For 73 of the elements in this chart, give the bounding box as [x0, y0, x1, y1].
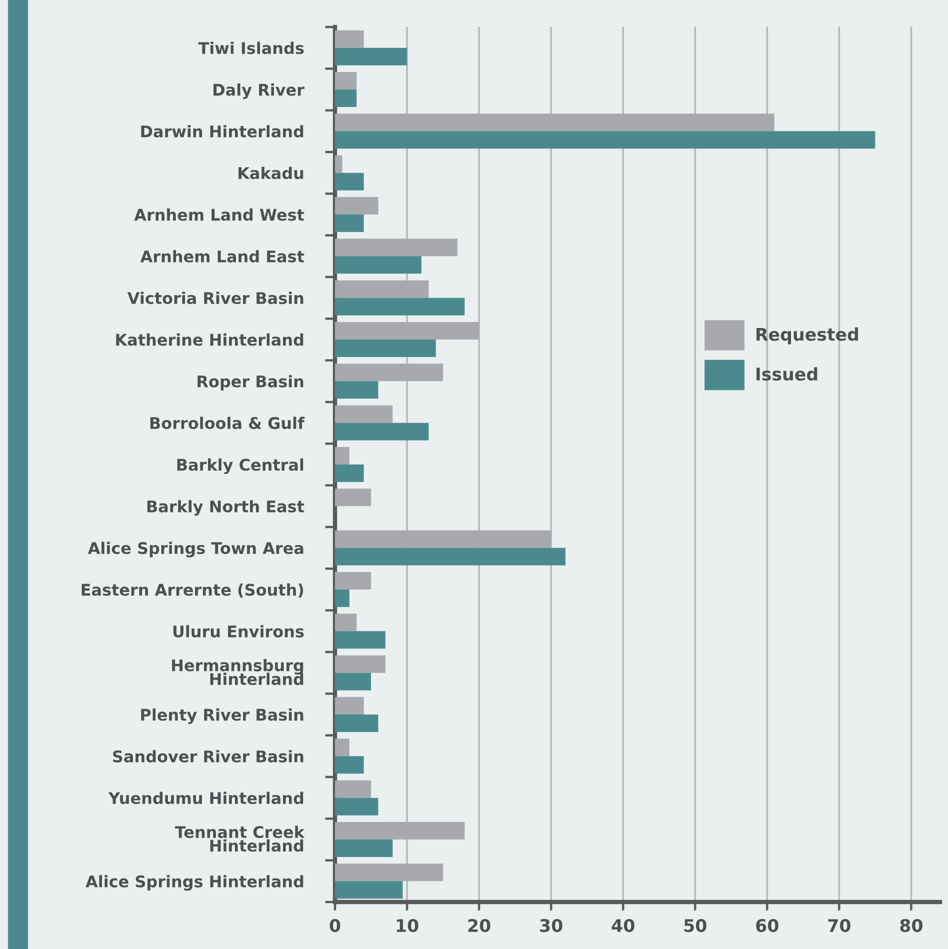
bar: [335, 780, 372, 798]
x-tick-label: 80: [900, 918, 922, 932]
bar: [335, 298, 465, 316]
y-tick-label: Eastern Arrernte (South): [82, 583, 304, 598]
bar: [335, 280, 429, 298]
bar: [335, 655, 386, 673]
bar: [335, 798, 378, 816]
bar: [335, 405, 393, 423]
x-tick-label: 30: [540, 918, 562, 932]
y-tick-label: Kakadu: [238, 166, 304, 180]
x-tick-label: 0: [330, 918, 340, 932]
bar: [335, 197, 378, 214]
bar: [335, 422, 429, 440]
bar: [335, 155, 342, 173]
bar: [335, 864, 444, 882]
y-tick-label: Alice Springs Hinterland: [86, 875, 304, 891]
y-tick-label: Victoria River Basin: [127, 292, 304, 304]
bar: [335, 756, 364, 774]
bar: [335, 464, 364, 482]
x-tick-label: 40: [612, 918, 634, 932]
y-tick-label: Daly River: [214, 83, 304, 100]
x-tick-label: 50: [684, 918, 706, 932]
y-tick-label: Barkly North East: [147, 500, 304, 516]
bar: [335, 614, 357, 632]
y-tick-label: Barkly Central: [177, 458, 304, 474]
x-tick-label: 70: [828, 918, 850, 932]
bar: [335, 881, 403, 899]
bar: [335, 697, 364, 714]
x-tick-label: 20: [468, 918, 490, 932]
y-tick-label: Tennant Creek Hinterland: [174, 826, 305, 852]
bar: [335, 90, 357, 107]
y-tick-label: Yuendumu Hinterland: [108, 792, 304, 804]
y-tick-label: Alice Springs Town Area: [88, 542, 304, 558]
bar: [335, 340, 436, 357]
bar: [335, 238, 458, 256]
bar: [335, 364, 444, 382]
legend-label: Requested: [756, 327, 858, 344]
bar: [335, 572, 372, 590]
y-tick-label: Tiwi Islands: [198, 42, 304, 54]
y-tick-label: Arnhem Land West: [134, 208, 304, 221]
bar: [335, 114, 774, 132]
bar: [335, 172, 364, 190]
bar: [335, 30, 364, 48]
y-tick-label: Darwin Hinterland: [141, 125, 304, 138]
bar: [335, 214, 364, 232]
bar: [335, 822, 465, 840]
y-tick-label: Borroloola & Gulf: [150, 416, 305, 430]
y-tick-label: Sandover River Basin: [113, 750, 304, 762]
bar: [335, 672, 372, 690]
bar: [335, 322, 480, 340]
y-tick-label: Uluru Environs: [173, 625, 304, 638]
bar: [335, 48, 408, 66]
legend-label: Issued: [756, 367, 818, 381]
bar: [335, 131, 876, 149]
bar: [335, 840, 393, 857]
bar: [335, 256, 422, 274]
bar: [335, 530, 552, 548]
bar: [335, 72, 357, 90]
x-tick-label: 60: [756, 918, 778, 932]
bar: [335, 738, 350, 756]
bar: [335, 447, 350, 464]
bar: [335, 714, 378, 732]
x-tick-label: 10: [396, 918, 418, 932]
bar: [335, 631, 386, 649]
y-tick-label: Plenty River Basin: [141, 708, 304, 724]
bar: [335, 381, 378, 399]
bar: [335, 590, 350, 607]
bar: [335, 548, 566, 566]
y-tick-label: Katherine Hinterland: [116, 333, 304, 346]
y-tick-label: Roper Basin: [198, 375, 304, 391]
bar: [335, 488, 372, 506]
y-tick-label: Arnhem Land East: [140, 250, 304, 262]
y-tick-label: Hermannsburg Hinterland: [172, 658, 304, 686]
